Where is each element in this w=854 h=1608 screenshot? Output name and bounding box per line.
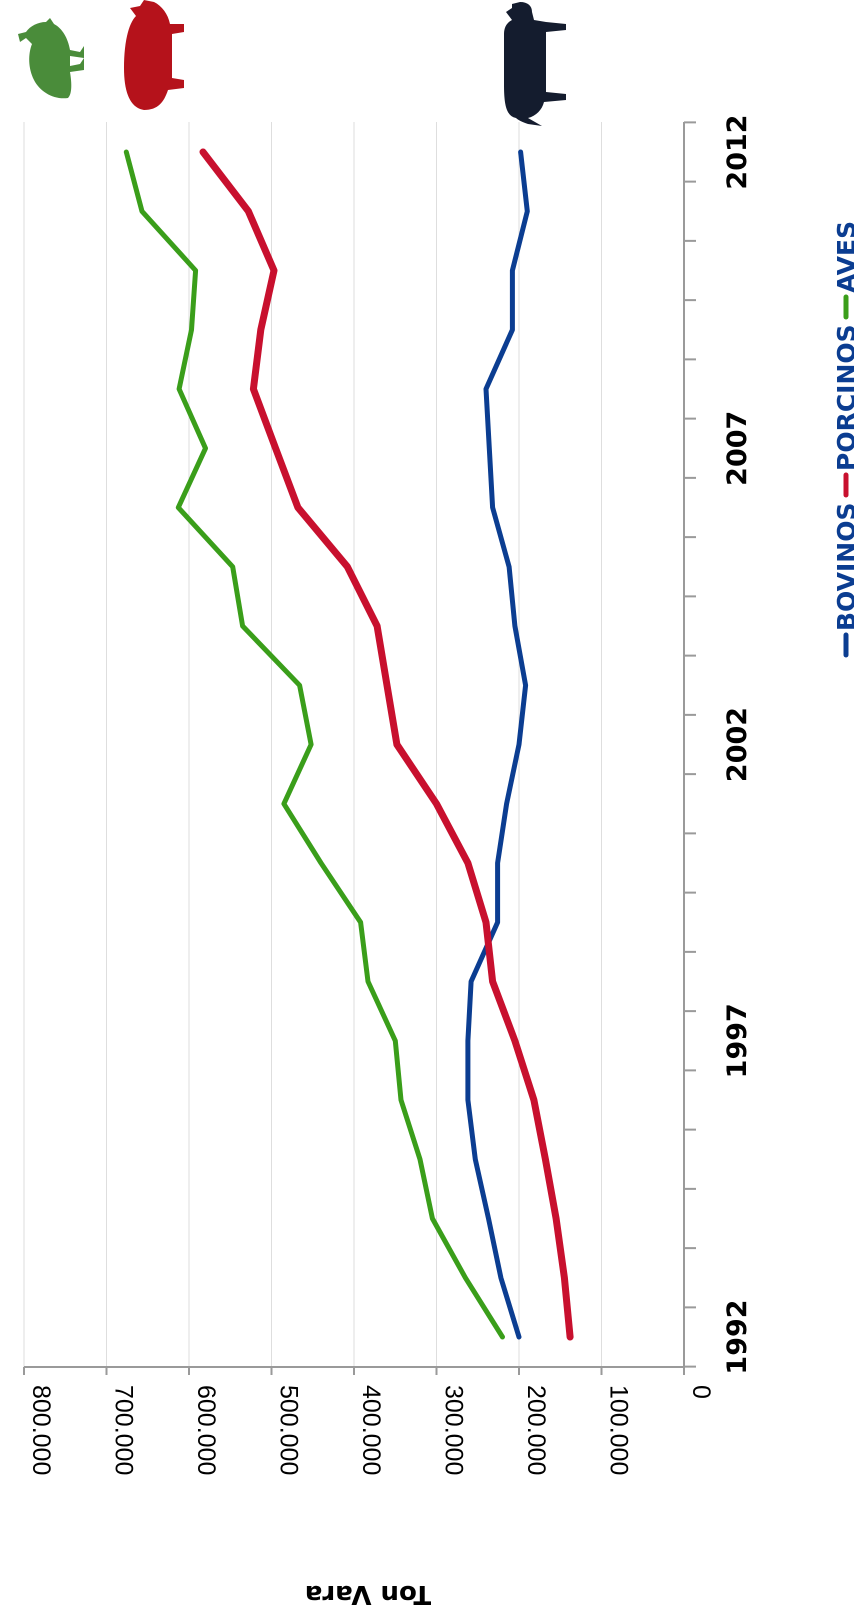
value-tick-label: 0	[687, 1385, 715, 1399]
legend-label-porcinos: PORCINOS	[832, 324, 854, 471]
year-tick-label: 2012	[722, 114, 753, 189]
pig-icon	[124, 0, 184, 110]
year-tick-label: 2007	[722, 411, 753, 486]
value-tick-label: 200.000	[522, 1385, 550, 1475]
year-tick-label: 1992	[722, 1299, 753, 1374]
series-line-porcinos	[199, 148, 574, 1341]
value-tick-label: 100.000	[605, 1385, 633, 1475]
series-line-bovinos	[465, 149, 530, 1340]
series-lines	[123, 148, 574, 1341]
tick-labels: 0 100.000 200.000 300.000 400.000 500.000 600.…	[27, 114, 753, 1475]
chicken-icon	[18, 18, 84, 99]
axes	[23, 121, 696, 1375]
legend-label-bovinos: BOVINOS	[832, 503, 854, 631]
year-tick-label: 1997	[722, 1003, 753, 1078]
value-tick-label: 700.000	[110, 1385, 138, 1475]
legend-label-aves: AVES	[832, 221, 854, 293]
y-axis-title: Ton Vara	[305, 1579, 431, 1608]
cow-icon	[504, 2, 566, 126]
value-tick-label: 600.000	[192, 1385, 220, 1475]
year-tick-label: 2002	[722, 707, 753, 782]
value-tick-label: 300.000	[440, 1385, 468, 1475]
series-line-aves	[123, 149, 505, 1340]
value-tick-label: 800.000	[27, 1385, 55, 1475]
gridlines	[23, 122, 602, 1367]
value-tick-label: 400.000	[357, 1385, 385, 1475]
legend: BOVINOS PORCINOS AVES	[832, 221, 854, 658]
value-tick-label: 500.000	[275, 1385, 303, 1475]
